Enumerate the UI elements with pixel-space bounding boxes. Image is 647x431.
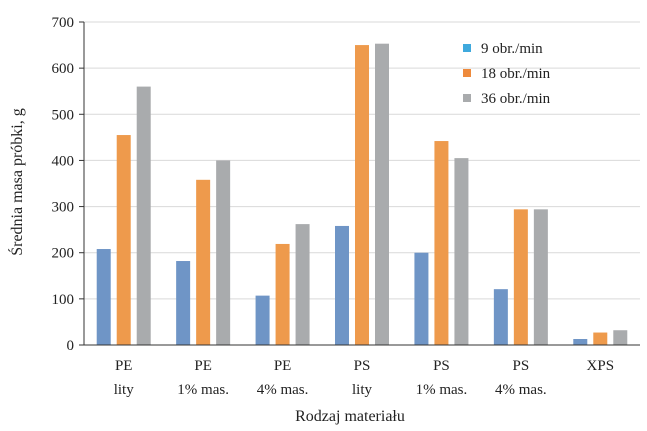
bar [255,295,270,345]
bar [275,243,290,345]
y-tick-label: 600 [52,61,75,77]
legend-label: 36 obr./min [481,91,551,107]
x-tick-label: 1% mas. [177,382,229,398]
bar [414,252,429,345]
legend-swatch [463,94,471,102]
bar [355,45,369,345]
bar [533,209,548,345]
x-tick-label: PE [115,358,133,374]
x-tick-label: PE [194,358,212,374]
x-tick-label: 4% mas. [495,382,547,398]
bar [96,249,111,345]
x-tick-label: PE [274,358,292,374]
axes [79,21,640,346]
y-tick-labels: 0 100 200 300 400 500 600 700 [52,15,75,354]
y-tick-label: 400 [52,153,75,169]
bar [216,160,231,345]
y-tick-label: 100 [52,292,75,308]
x-tick-label: 4% mas. [257,382,309,398]
legend-label: 18 obr./min [481,66,551,82]
bar [593,332,608,345]
bar [136,86,151,345]
bars [96,43,628,346]
x-tick-label: PS [433,358,450,374]
x-axis-title: Rodzaj materiału [295,408,405,425]
y-tick-label: 700 [52,15,75,31]
bar [196,179,211,345]
x-tick-label: 1% mas. [416,382,468,398]
bar [295,224,310,345]
y-tick-label: 300 [52,200,75,216]
bar [434,141,449,345]
x-tick-label: XPS [587,358,615,374]
x-tick-labels: PE lity PE 1% mas. PE 4% mas. PS lity PS 1% mas. P… [114,358,614,398]
y-tick-label: 200 [52,246,75,262]
y-tick-label: 0 [67,338,75,354]
bar [335,225,349,345]
bar [116,135,131,345]
bar [493,289,508,345]
bar [375,43,389,346]
bar [573,339,588,345]
legend-swatch [463,44,471,52]
legend-label: 9 obr./min [481,41,543,57]
legend: 9 obr./min 18 obr./min 36 obr./min [463,41,551,107]
x-tick-label: lity [352,382,373,398]
bar [613,330,628,345]
y-axis-title: Średnia masa próbki, g [7,108,26,256]
x-tick-label: lity [114,382,135,398]
bar [513,209,528,345]
bar [454,158,469,345]
legend-swatch [463,69,471,77]
x-tick-label: PS [354,358,371,374]
bar [176,261,191,345]
y-tick-label: 500 [52,107,75,123]
x-tick-label: PS [513,358,530,374]
